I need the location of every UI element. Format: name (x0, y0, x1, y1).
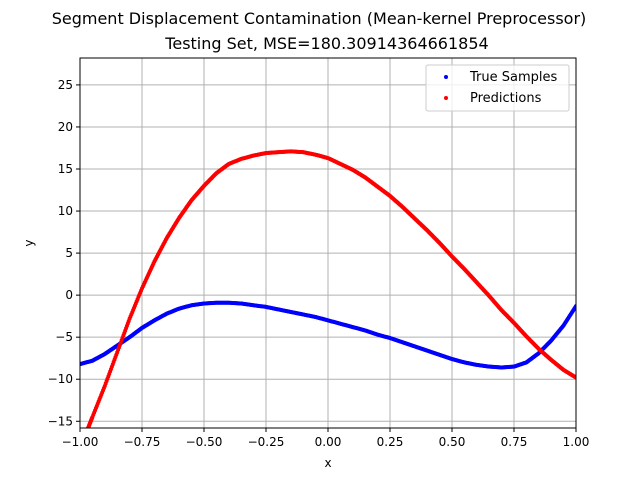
legend-marker-true-samples (444, 75, 448, 79)
y-tick-label: 20 (58, 120, 73, 134)
true-samples-series (80, 300, 576, 370)
x-tick-label: 0.00 (315, 435, 342, 449)
predictions-series (85, 149, 576, 428)
grid (79, 58, 577, 428)
legend-box (425, 64, 570, 112)
y-tick-label: 5 (65, 246, 73, 260)
x-tick-label: 0.25 (377, 435, 404, 449)
chart-title: Segment Displacement Contamination (Mean… (52, 9, 587, 28)
x-tick-label: −1.00 (62, 435, 99, 449)
legend-label-true-samples: True Samples (469, 70, 557, 85)
x-tick-label: 1.00 (563, 435, 590, 449)
y-tick-label: 10 (58, 204, 73, 218)
x-tick-label: −0.25 (248, 435, 285, 449)
y-tick-label: 0 (65, 288, 73, 302)
legend-marker-predictions (444, 96, 448, 100)
y-tick-label: 15 (58, 162, 73, 176)
x-tick-label: −0.50 (186, 435, 223, 449)
chart-subtitle: Testing Set, MSE=180.30914364661854 (164, 34, 488, 53)
tick-marks (76, 84, 577, 432)
x-tick-label: 0.75 (501, 435, 528, 449)
y-tick-label: −5 (55, 330, 73, 344)
x-axis-label: x (324, 456, 331, 470)
y-axis-label: y (22, 239, 36, 246)
tick-labels: −1.00 −0.75 −0.50 −0.25 0.00 0.25 0.50 0.75 1.00… (48, 78, 590, 449)
y-tick-label: 25 (58, 78, 73, 92)
x-tick-label: 0.50 (439, 435, 466, 449)
legend: True Samples Predictions (425, 64, 570, 112)
data-points (80, 149, 576, 428)
legend-label-predictions: Predictions (470, 91, 542, 106)
y-tick-label: −15 (48, 414, 73, 428)
x-tick-label: −0.75 (124, 435, 161, 449)
y-tick-label: −10 (48, 372, 73, 386)
